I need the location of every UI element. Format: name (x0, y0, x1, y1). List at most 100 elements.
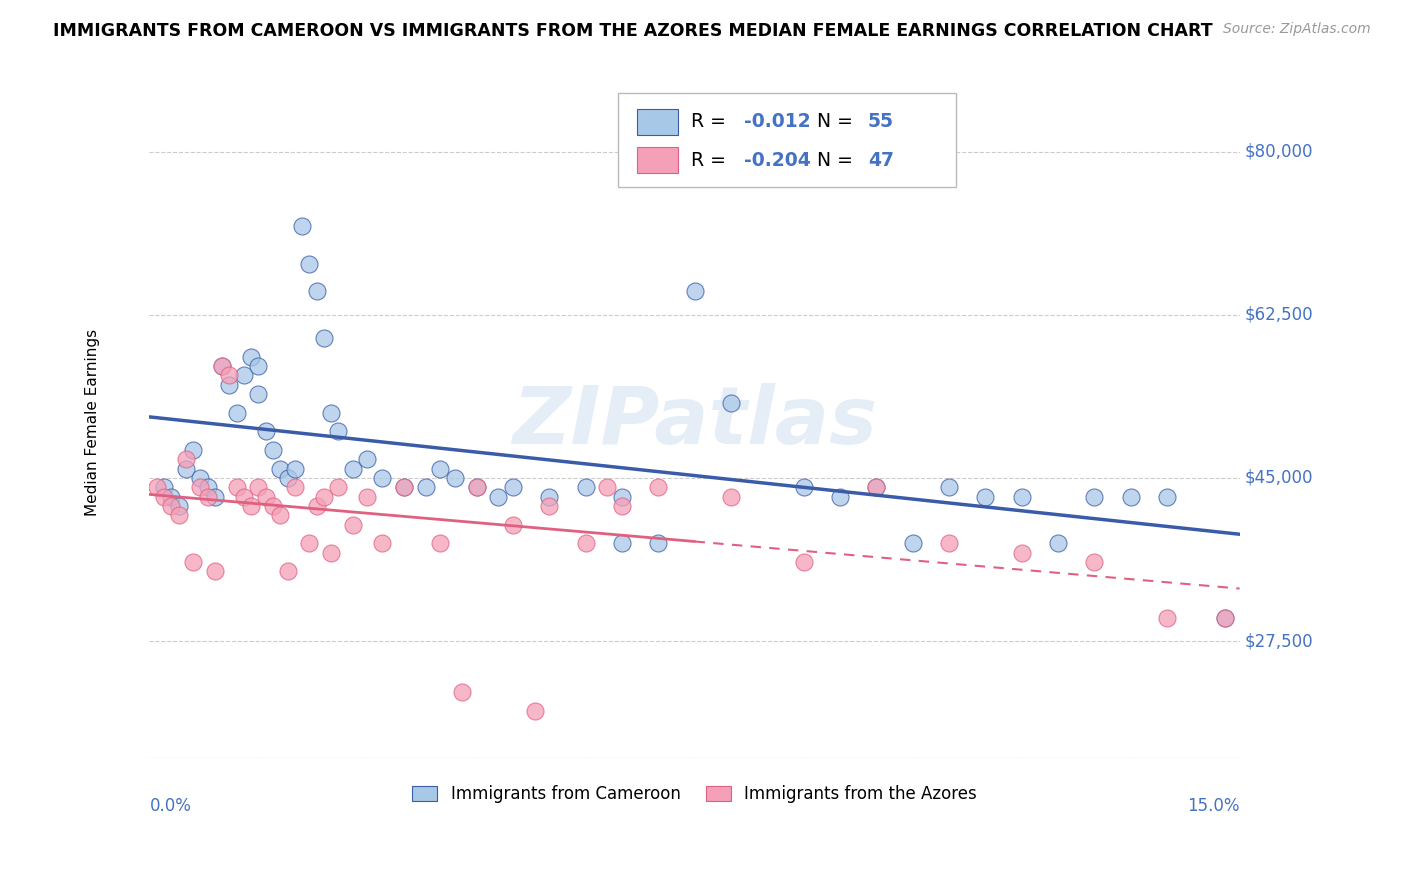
Point (1083, 490, 1105, 504)
Point (974, 490, 997, 504)
Point (197, 490, 219, 504)
Point (429, 461, 451, 475)
Point (720, 490, 742, 504)
Point (247, 359, 270, 373)
Text: $45,000: $45,000 (1246, 469, 1313, 487)
Point (828, 490, 851, 504)
Point (720, 396, 742, 410)
Point (429, 536, 451, 550)
Point (321, 406, 343, 420)
Point (254, 490, 277, 504)
Point (174, 452, 197, 467)
Point (225, 406, 247, 420)
FancyBboxPatch shape (637, 109, 678, 135)
Point (451, 685, 474, 699)
Point (284, 461, 307, 475)
Point (218, 368, 240, 383)
Point (240, 499, 263, 513)
Point (328, 425, 350, 439)
Text: $80,000: $80,000 (1246, 143, 1313, 161)
Point (291, 219, 314, 234)
Point (262, 442, 284, 457)
Point (342, 461, 364, 475)
Text: $62,500: $62,500 (1246, 306, 1313, 324)
Text: 47: 47 (868, 151, 894, 169)
Point (188, 471, 211, 485)
Point (901, 536, 924, 550)
Point (312, 331, 335, 345)
Point (502, 480, 524, 494)
Point (1011, 490, 1033, 504)
Point (218, 377, 240, 392)
Text: 15.0%: 15.0% (1187, 797, 1240, 814)
Text: R =: R = (692, 112, 733, 131)
Point (1156, 490, 1178, 504)
Point (181, 442, 204, 457)
Point (1046, 536, 1069, 550)
Point (865, 480, 887, 494)
Point (305, 499, 328, 513)
Point (240, 350, 263, 364)
Point (465, 480, 488, 494)
Point (938, 536, 960, 550)
Point (211, 359, 233, 373)
FancyBboxPatch shape (637, 147, 678, 173)
Point (356, 490, 378, 504)
Point (277, 564, 299, 578)
Point (167, 499, 190, 513)
Point (523, 704, 546, 718)
Point (312, 490, 335, 504)
Point (371, 536, 394, 550)
Point (269, 461, 291, 475)
Point (793, 480, 815, 494)
Text: 55: 55 (868, 112, 894, 131)
Point (328, 480, 350, 494)
FancyBboxPatch shape (619, 93, 956, 187)
Point (865, 480, 887, 494)
Point (1213, 611, 1236, 625)
Text: N =: N = (817, 151, 859, 169)
Point (1011, 545, 1033, 559)
Point (284, 480, 307, 494)
Point (610, 499, 633, 513)
Point (538, 490, 561, 504)
Point (415, 480, 437, 494)
Point (793, 555, 815, 569)
Point (392, 480, 415, 494)
Point (647, 480, 669, 494)
Point (211, 359, 233, 373)
Point (1083, 555, 1105, 569)
Point (277, 471, 299, 485)
Point (574, 536, 596, 550)
Text: $27,500: $27,500 (1246, 632, 1313, 650)
Point (392, 480, 415, 494)
Point (1156, 611, 1178, 625)
Point (174, 461, 197, 475)
Point (298, 256, 321, 270)
Point (502, 517, 524, 532)
Point (538, 499, 561, 513)
Point (145, 480, 167, 494)
Point (938, 480, 960, 494)
Text: -0.204: -0.204 (744, 151, 810, 169)
Point (610, 536, 633, 550)
Point (305, 285, 328, 299)
Text: 0.0%: 0.0% (149, 797, 191, 814)
Point (204, 564, 226, 578)
Point (225, 480, 247, 494)
Point (1213, 611, 1236, 625)
Text: Source: ZipAtlas.com: Source: ZipAtlas.com (1223, 22, 1371, 37)
Point (486, 490, 509, 504)
Point (298, 536, 321, 550)
Point (269, 508, 291, 523)
Text: ZIPatlas: ZIPatlas (512, 383, 877, 461)
Point (342, 517, 364, 532)
Point (683, 285, 706, 299)
Point (153, 480, 176, 494)
Point (254, 425, 277, 439)
Point (160, 499, 183, 513)
Point (262, 499, 284, 513)
Point (610, 490, 633, 504)
Point (167, 508, 190, 523)
Text: N =: N = (817, 112, 859, 131)
